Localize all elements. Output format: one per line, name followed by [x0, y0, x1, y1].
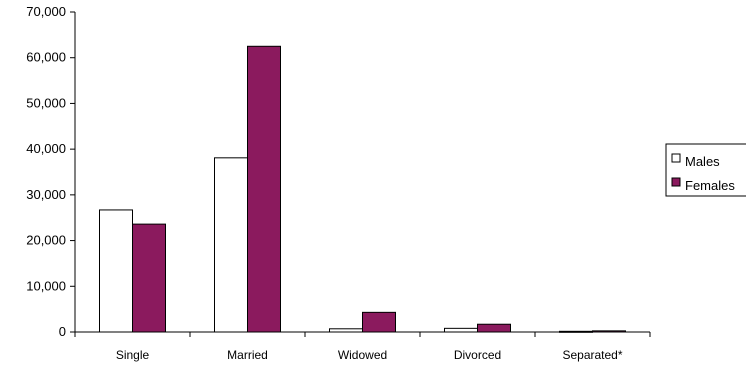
bar-males: [329, 328, 363, 333]
legend-box: [665, 143, 746, 197]
legend-label-females: Females: [685, 178, 735, 193]
bar-males: [214, 157, 248, 333]
y-tick-label: 10,000: [26, 278, 66, 293]
y-tick-label: 0: [59, 324, 66, 339]
y-tick-label: 50,000: [26, 95, 66, 110]
y-tick-label: 20,000: [26, 233, 66, 248]
bar-females: [592, 330, 626, 333]
bar-males: [444, 327, 478, 333]
y-tick-label: 70,000: [26, 4, 66, 19]
x-category-label: Separated*: [562, 348, 622, 362]
x-category-labels: Single Married Widowed Divorced Separated*: [116, 348, 623, 362]
legend-label-males: Males: [685, 154, 720, 169]
x-category-label: Divorced: [454, 348, 501, 362]
x-category-label: Married: [227, 348, 268, 362]
bar-females: [132, 223, 166, 333]
legend: Males Females: [665, 143, 746, 197]
chart-axes: [70, 11, 651, 337]
bar-males: [559, 330, 593, 333]
bar-females: [362, 311, 396, 333]
chart-bars: [99, 45, 626, 333]
x-category-label: Single: [116, 348, 150, 362]
bar-females: [247, 45, 281, 333]
legend-swatch-males: [671, 153, 681, 163]
bar-females: [477, 323, 511, 333]
x-category-label: Widowed: [338, 348, 387, 362]
y-tick-label: 40,000: [26, 141, 66, 156]
y-tick-labels: 0 10,000 20,000 30,000 40,000 50,000 60,000 70,…: [26, 4, 66, 339]
y-tick-label: 60,000: [26, 50, 66, 65]
legend-swatch-females: [671, 177, 681, 187]
bar-males: [99, 209, 133, 333]
y-tick-label: 30,000: [26, 187, 66, 202]
